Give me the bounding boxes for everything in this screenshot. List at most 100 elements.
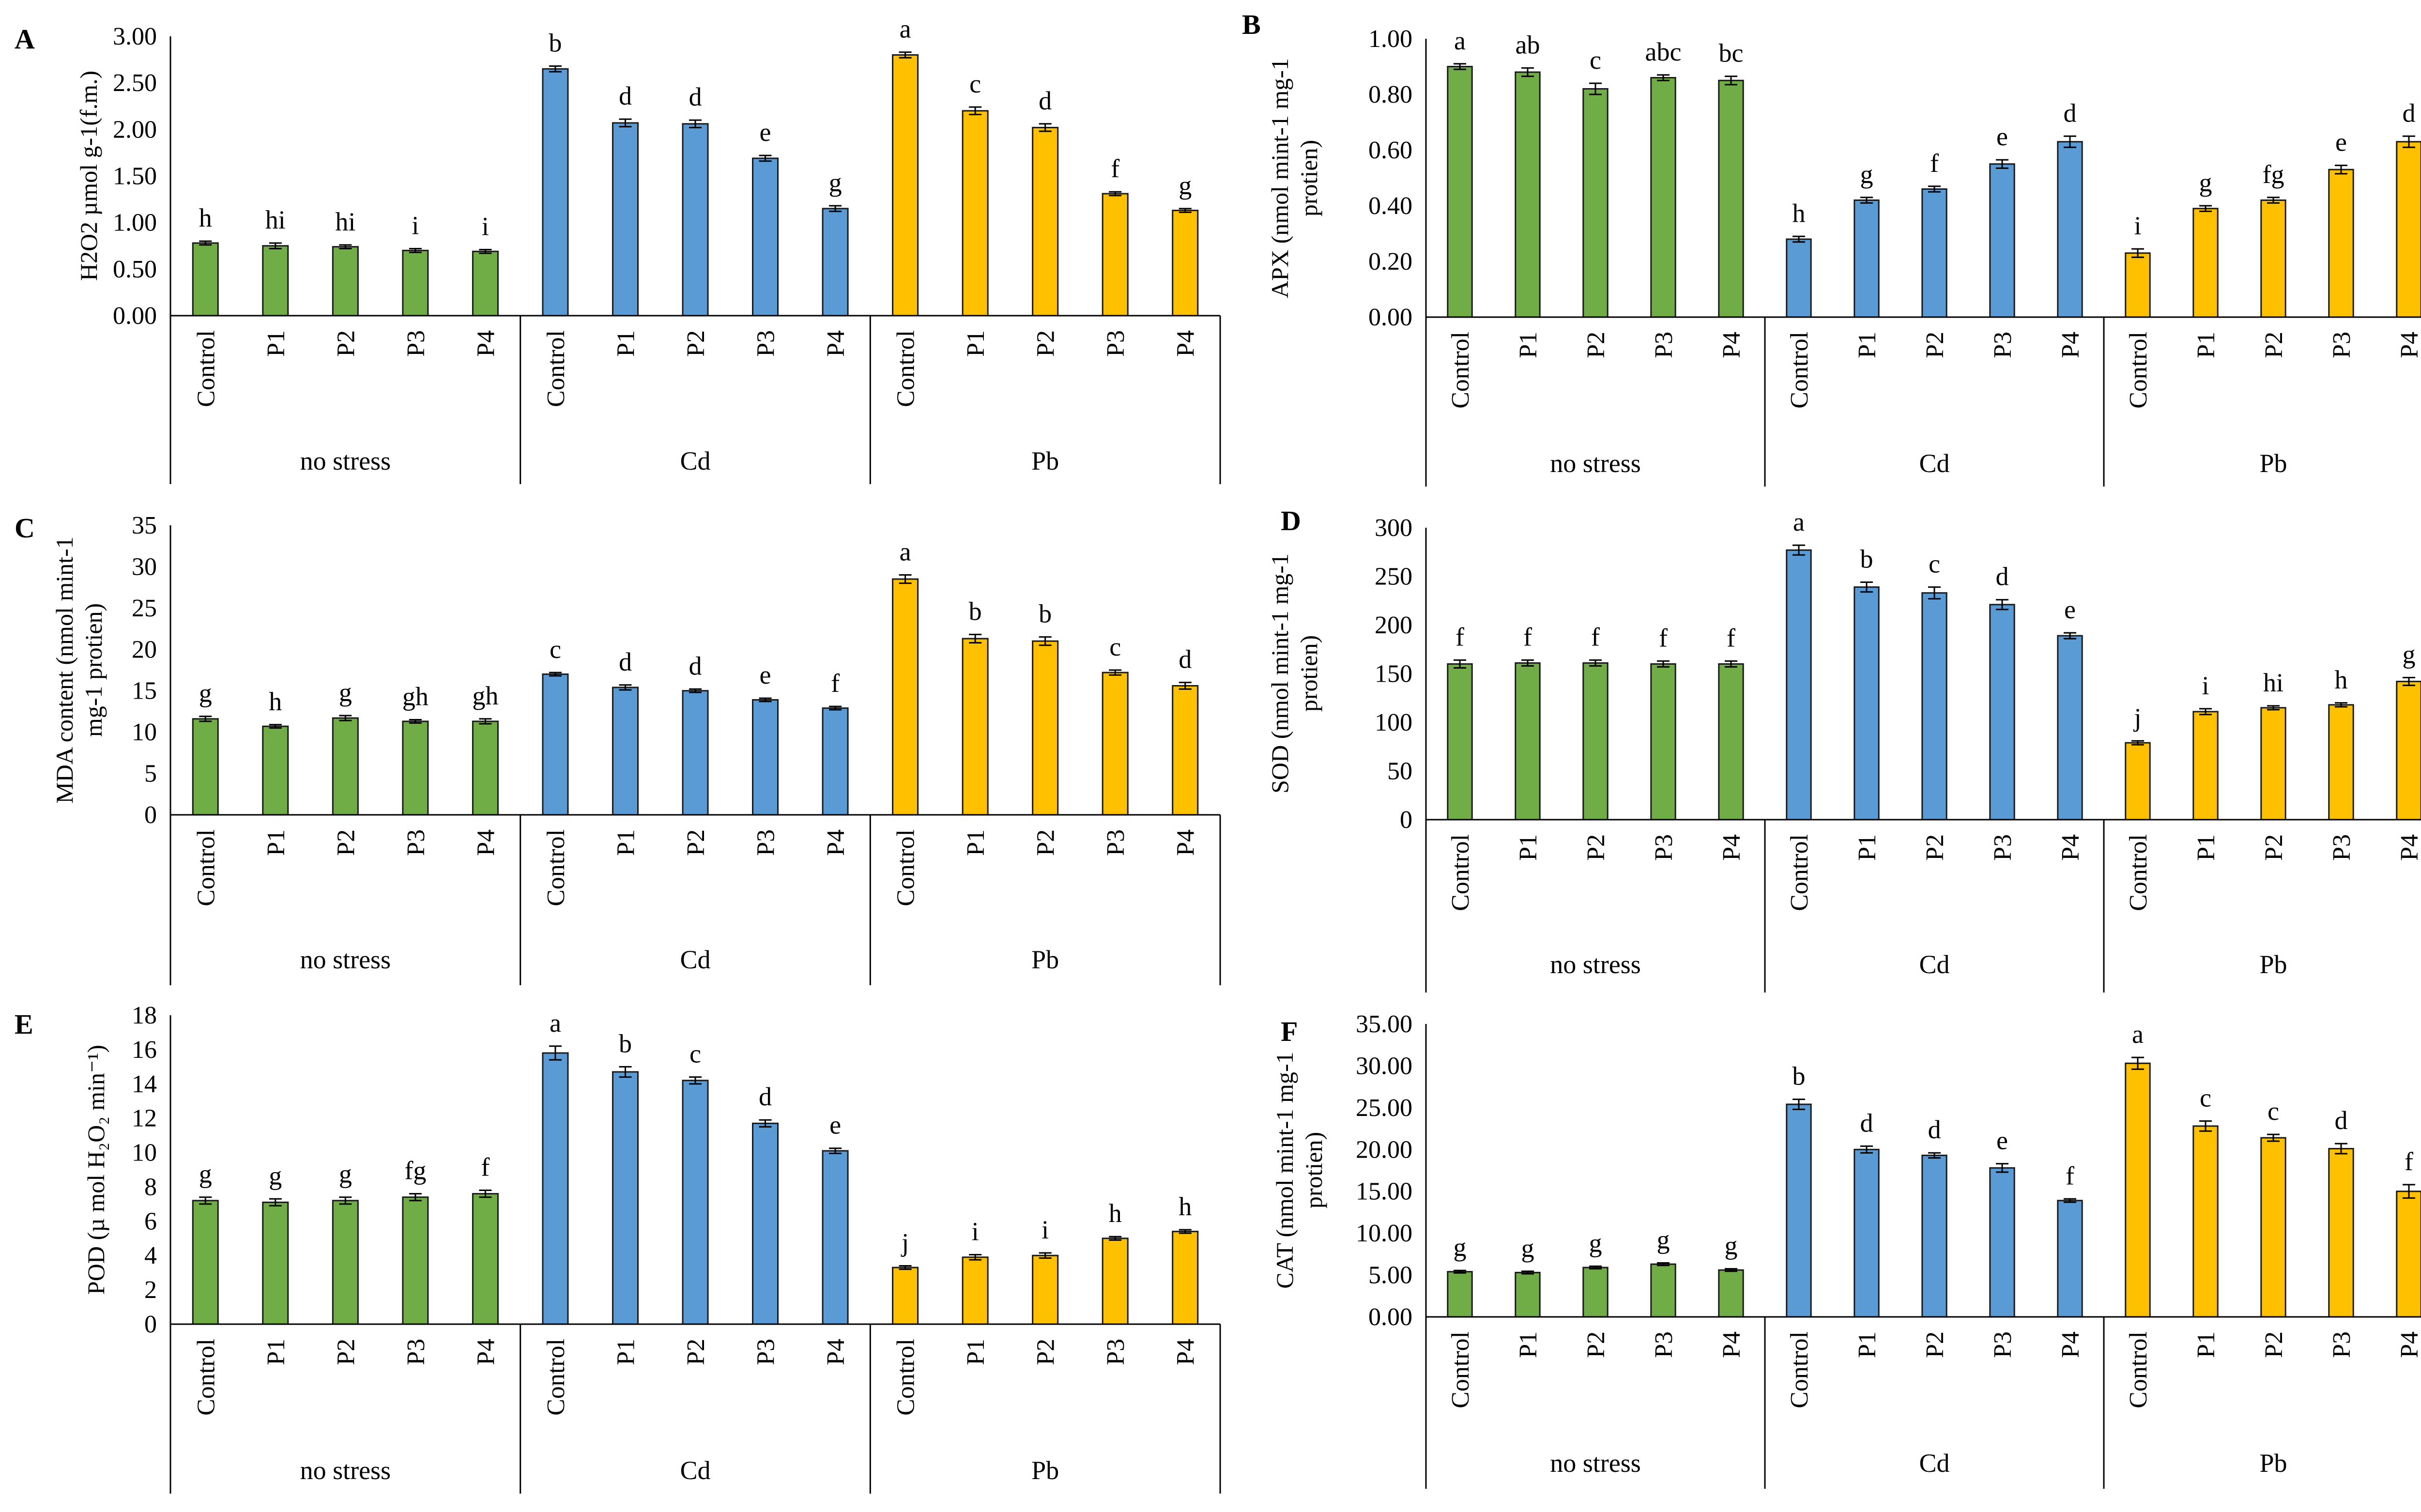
x-tick-label: P3 <box>1102 829 1130 856</box>
bar <box>1515 71 1541 318</box>
bar <box>2260 1137 2286 1318</box>
x-tick-label: P4 <box>1718 332 1746 358</box>
x-tick-label: P1 <box>1854 834 1881 861</box>
y-tick-label: 10.00 <box>1356 1220 1412 1247</box>
bar <box>2057 1200 2083 1318</box>
bar <box>752 699 779 816</box>
y-tick-label: 30 <box>132 553 157 580</box>
x-tick-label: P2 <box>1921 332 1949 358</box>
significance-letter: i <box>482 212 489 241</box>
significance-letter: abc <box>1645 37 1682 66</box>
x-tick-label: P3 <box>402 829 430 856</box>
bar <box>892 1267 919 1325</box>
significance-letter: f <box>2405 1147 2413 1176</box>
x-tick-label: P3 <box>2328 834 2356 861</box>
panel-letter: A <box>15 23 35 55</box>
y-tick-label: 150 <box>1375 660 1412 688</box>
significance-letter: g <box>1454 1233 1467 1262</box>
bar <box>192 1200 219 1325</box>
significance-letter: g <box>199 1160 212 1189</box>
bar <box>2396 1191 2421 1318</box>
group-label: Pb <box>1031 446 1059 475</box>
bar <box>1582 88 1609 318</box>
x-tick-label: P1 <box>1854 332 1881 358</box>
x-tick-label: P3 <box>1989 1331 2017 1358</box>
x-tick-label: P1 <box>1515 834 1542 861</box>
x-tick-label: P4 <box>2396 332 2421 358</box>
significance-letter: h <box>1109 1199 1122 1228</box>
x-tick-label: P2 <box>2260 332 2288 358</box>
x-tick-label: P1 <box>262 330 290 357</box>
x-tick-label: Control <box>192 330 220 407</box>
significance-letter: f <box>481 1153 490 1182</box>
significance-letter: b <box>969 597 982 626</box>
significance-letter: e <box>760 118 771 147</box>
x-tick-label: P1 <box>1854 1331 1881 1358</box>
bar <box>1447 663 1473 821</box>
significance-letter: g <box>199 679 212 708</box>
bar <box>542 1052 569 1325</box>
x-tick-label: P4 <box>472 829 500 856</box>
significance-letter: d <box>1860 1108 1873 1137</box>
x-tick-label: Control <box>2125 1331 2152 1408</box>
bar <box>1989 1167 2015 1318</box>
significance-letter: g <box>1589 1228 1602 1257</box>
x-tick-label: Control <box>892 330 920 407</box>
bar <box>2125 252 2151 318</box>
group-label: Pb <box>2259 950 2287 979</box>
significance-letter: d <box>2403 98 2416 127</box>
y-tick-label: 0.00 <box>1368 304 1412 331</box>
y-tick-label: 1.50 <box>113 163 157 190</box>
x-tick-label: Control <box>542 1339 570 1416</box>
bar <box>1172 685 1199 816</box>
group-label: no stress <box>1550 449 1641 478</box>
significance-letter: f <box>1659 623 1668 652</box>
x-tick-label: P3 <box>402 330 430 357</box>
y-tick-label: 15.00 <box>1356 1178 1412 1206</box>
y-tick-label: 3.00 <box>113 23 157 50</box>
bar <box>1102 1237 1129 1325</box>
bar <box>1032 126 1059 317</box>
bar <box>892 54 919 317</box>
y-axis-title: MDA content (nmol mint-1 <box>51 536 78 803</box>
bar <box>962 110 989 317</box>
x-tick-label: P1 <box>612 1339 640 1365</box>
y-tick-label: 2 <box>144 1276 157 1304</box>
x-tick-label: P1 <box>962 1339 990 1365</box>
x-tick-label: P1 <box>1515 1331 1542 1358</box>
x-tick-label: Control <box>1786 1331 1813 1408</box>
significance-letter: i <box>412 211 419 240</box>
significance-letter: e <box>760 660 771 689</box>
panel-d: D SOD (nmol mint-1 mg-1 protien) 0 50 100 150 2… <box>1266 505 2421 993</box>
y-tick-label: 10 <box>132 718 157 746</box>
bar <box>542 68 569 317</box>
bar <box>1921 188 1947 318</box>
x-tick-label: P1 <box>962 829 990 856</box>
x-tick-label: P2 <box>1921 1331 1949 1358</box>
y-tick-label: 0.50 <box>113 256 157 283</box>
bar <box>822 707 849 816</box>
y-tick-label: 2.00 <box>113 116 157 143</box>
bar <box>262 245 289 317</box>
significance-letter: d <box>1179 645 1192 674</box>
y-tick-label: 0.00 <box>113 302 157 330</box>
significance-letter: f <box>2066 1161 2074 1190</box>
x-tick-label: Control <box>2125 834 2152 911</box>
bar <box>1718 79 1744 318</box>
significance-letter: c <box>1590 46 1601 75</box>
bar <box>612 122 639 317</box>
x-tick-label: Control <box>1447 332 1474 409</box>
bar <box>2192 711 2219 821</box>
significance-letter: g <box>1521 1234 1534 1263</box>
x-tick-label: P4 <box>822 330 850 357</box>
bar <box>892 578 919 816</box>
x-tick-label: P4 <box>2396 834 2421 861</box>
bar <box>332 717 359 816</box>
x-tick-label: P1 <box>1515 332 1542 358</box>
x-tick-label: P3 <box>2328 332 2356 358</box>
significance-letter: c <box>550 635 561 664</box>
x-tick-label: P3 <box>402 1339 430 1365</box>
bar <box>1032 640 1059 816</box>
significance-letter: c <box>690 1039 701 1069</box>
x-tick-label: P4 <box>1172 1339 1200 1365</box>
